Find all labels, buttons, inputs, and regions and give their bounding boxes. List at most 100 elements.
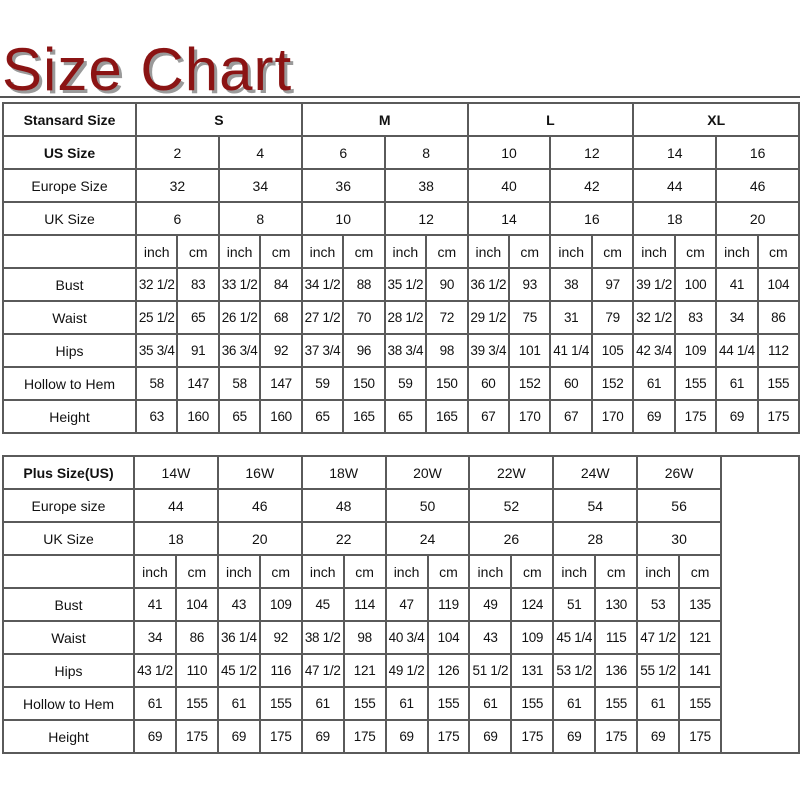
measure-cell: 141 xyxy=(678,653,723,688)
measure-cell: 126 xyxy=(426,653,471,688)
row-label: Height xyxy=(2,719,135,754)
unit-header: cm xyxy=(756,234,800,269)
measure-cell: 152 xyxy=(590,366,635,401)
measure-cell: 175 xyxy=(426,719,471,754)
measure-cell: 104 xyxy=(174,587,219,622)
measure-cell: 155 xyxy=(673,366,718,401)
size-cell: 26 xyxy=(468,521,555,556)
measure-cell: 147 xyxy=(259,366,303,401)
measure-cell: 165 xyxy=(342,399,386,434)
size-cell: 52 xyxy=(468,488,555,523)
size-cell: 6 xyxy=(300,135,386,170)
measure-cell: 63 xyxy=(134,399,179,434)
size-cell: 10 xyxy=(466,135,552,170)
measure-cell: 39 1/2 xyxy=(632,267,676,302)
measure-cell: 109 xyxy=(673,333,718,368)
size-cell: 22 xyxy=(300,521,387,556)
table-row: Height 69 175 69 175 69 175 69 175 69 175 69 175 69 17… xyxy=(2,719,799,754)
measure-cell: 60 xyxy=(549,366,593,401)
measure-cell: 136 xyxy=(594,653,639,688)
empty-column xyxy=(720,455,800,754)
measure-cell: 38 3/4 xyxy=(383,333,428,368)
measure-cell: 83 xyxy=(673,300,718,335)
table-row: Hips 35 3/4 91 36 3/4 92 37 3/4 96 38 3/4 98 39 3… xyxy=(2,333,800,368)
unit-header: inch xyxy=(300,234,345,269)
measure-cell: 98 xyxy=(342,620,387,655)
unit-header: inch xyxy=(384,554,429,589)
row-label: Height xyxy=(2,399,137,434)
table-row: Bust 41 104 43 109 45 114 47 119 49 124 51 130 53 135 xyxy=(2,587,799,622)
unit-header: inch xyxy=(216,554,261,589)
unit-header: cm xyxy=(510,554,555,589)
measure-cell: 130 xyxy=(594,587,639,622)
measure-cell: 34 1/2 xyxy=(300,267,345,302)
header-row: Stansard Size S M L XL xyxy=(2,102,800,137)
measure-cell: 69 xyxy=(715,399,759,434)
measure-cell: 29 1/2 xyxy=(466,300,511,335)
empty-cell xyxy=(2,554,135,589)
unit-header: inch xyxy=(468,554,513,589)
row-label: Europe Size xyxy=(2,168,137,203)
size-cell: 18 xyxy=(632,201,718,236)
size-cell: 12 xyxy=(383,201,469,236)
size-cell: 2 xyxy=(135,135,220,170)
measure-cell: 36 3/4 xyxy=(217,333,262,368)
measure-cell: 49 xyxy=(468,587,513,622)
measure-cell: 79 xyxy=(590,300,635,335)
unit-header: cm xyxy=(176,234,220,269)
row-label: US Size xyxy=(2,135,137,170)
measure-cell: 61 xyxy=(468,686,513,721)
measure-cell: 31 xyxy=(549,300,593,335)
size-cell: 32 xyxy=(135,168,220,203)
size-cell: 12 xyxy=(549,135,635,170)
unit-header: cm xyxy=(508,234,552,269)
measure-cell: 175 xyxy=(673,399,718,434)
size-cell: 24 xyxy=(384,521,471,556)
size-cell: 14 xyxy=(466,201,552,236)
measure-cell: 91 xyxy=(176,333,220,368)
measure-cell: 65 xyxy=(217,399,262,434)
measure-cell: 69 xyxy=(216,719,261,754)
measure-cell: 160 xyxy=(259,399,303,434)
units-row: inch cm inch cm inch cm inch cm inch cm inch cm inch… xyxy=(2,234,800,269)
measure-cell: 170 xyxy=(508,399,552,434)
measure-cell: 175 xyxy=(342,719,387,754)
measure-cell: 65 xyxy=(176,300,220,335)
size-cell: 8 xyxy=(217,201,303,236)
size-cell: 48 xyxy=(300,488,387,523)
size-cell: 18 xyxy=(133,521,219,556)
size-row: UK Size 6 8 10 12 14 16 18 20 xyxy=(2,201,800,236)
measure-cell: 67 xyxy=(549,399,593,434)
size-cell: 8 xyxy=(383,135,469,170)
measure-cell: 86 xyxy=(174,620,219,655)
measure-cell: 147 xyxy=(176,366,220,401)
size-row: UK Size 18 20 22 24 26 28 30 xyxy=(2,521,799,556)
unit-header: inch xyxy=(300,554,345,589)
row-label: Hollow to Hem xyxy=(2,686,135,721)
measure-cell: 175 xyxy=(756,399,800,434)
measure-cell: 65 xyxy=(383,399,428,434)
measure-cell: 61 xyxy=(552,686,597,721)
measure-cell: 175 xyxy=(510,719,555,754)
measure-cell: 61 xyxy=(300,686,345,721)
size-cell: 4 xyxy=(217,135,303,170)
units-row: inch cm inch cm inch cm inch cm inch cm inch cm inch… xyxy=(2,554,799,589)
measure-cell: 32 1/2 xyxy=(632,300,676,335)
measure-cell: 32 1/2 xyxy=(134,267,179,302)
measure-cell: 43 1/2 xyxy=(133,653,177,688)
measure-cell: 47 xyxy=(384,587,429,622)
measure-cell: 61 xyxy=(384,686,429,721)
measure-cell: 70 xyxy=(342,300,386,335)
measure-cell: 61 xyxy=(133,686,177,721)
size-cell: 40 xyxy=(466,168,552,203)
measure-cell: 25 1/2 xyxy=(134,300,179,335)
measure-cell: 40 3/4 xyxy=(384,620,429,655)
measure-cell: 47 1/2 xyxy=(300,653,345,688)
measure-cell: 26 1/2 xyxy=(217,300,262,335)
measure-cell: 69 xyxy=(552,719,597,754)
plus-size-table: Plus Size(US) 14W 16W 18W 20W 22W 24W 26W Europe… xyxy=(2,455,800,754)
measure-cell: 47 1/2 xyxy=(636,620,681,655)
measure-cell: 110 xyxy=(174,653,219,688)
measure-cell: 101 xyxy=(508,333,552,368)
measure-cell: 42 3/4 xyxy=(632,333,676,368)
